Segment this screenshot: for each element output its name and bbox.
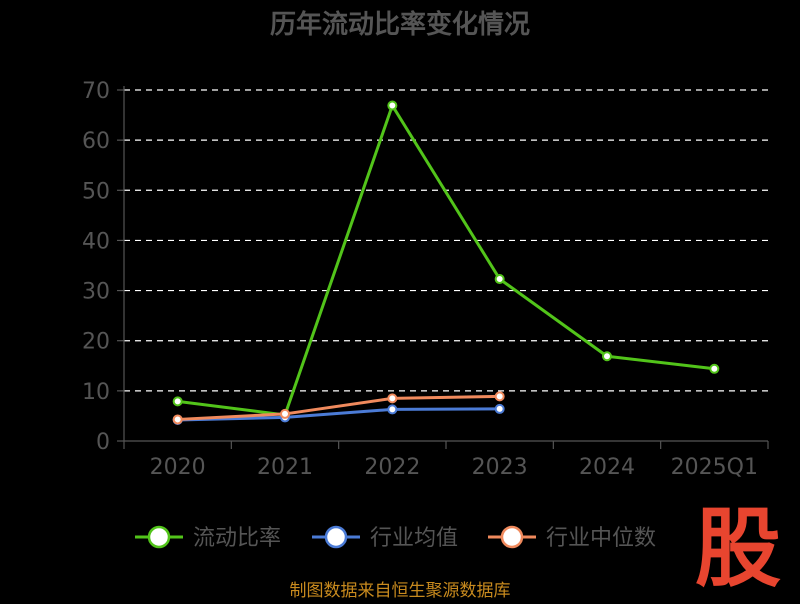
y-tick-label: 20 (82, 330, 110, 355)
y-tick-label: 40 (82, 229, 110, 254)
x-tick-label: 2025Q1 (671, 455, 758, 480)
legend-marker (500, 525, 524, 549)
y-tick-label: 50 (82, 179, 110, 204)
source-text: 制图数据来自恒生聚源数据库 (290, 581, 511, 600)
y-tick-label: 10 (82, 380, 110, 405)
series-流动比率 (172, 100, 720, 420)
x-tick-label: 2024 (579, 455, 635, 480)
data-point[interactable] (494, 391, 505, 402)
legend-item[interactable]: 行业中位数 (488, 525, 656, 551)
legend-label: 行业中位数 (546, 526, 656, 551)
chart-title: 历年流动比率变化情况 (270, 9, 530, 40)
data-point[interactable] (172, 396, 183, 407)
data-point[interactable] (709, 363, 720, 374)
legend: 流动比率 行业均值 行业中位数 (135, 525, 656, 551)
series-line (176, 104, 716, 417)
legend-label: 流动比率 (193, 526, 281, 551)
legend-item[interactable]: 行业均值 (312, 525, 458, 551)
series-line (176, 394, 502, 421)
x-tick-label: 2021 (257, 455, 313, 480)
x-tick-label: 2023 (472, 455, 528, 480)
data-point[interactable] (387, 393, 398, 404)
x-tick-label: 2022 (364, 455, 420, 480)
data-point[interactable] (280, 408, 290, 419)
series-line (176, 407, 502, 422)
x-tick-label: 2020 (150, 455, 206, 480)
y-tick-label: 30 (82, 280, 110, 305)
data-point[interactable] (602, 351, 612, 362)
y-tick-label: 0 (96, 430, 110, 455)
legend-marker (147, 525, 171, 549)
legend-label: 行业均值 (370, 526, 458, 551)
data-point[interactable] (172, 414, 183, 425)
logo-glyph: 股 (695, 499, 781, 599)
legend-marker (324, 525, 348, 549)
grid-lines (124, 89, 768, 392)
y-tick-label: 60 (82, 129, 110, 154)
series-行业中位数 (172, 391, 505, 425)
legend-item[interactable]: 流动比率 (135, 525, 281, 551)
data-point[interactable] (494, 403, 505, 414)
data-point[interactable] (387, 100, 398, 111)
series-lines (172, 100, 720, 425)
data-point[interactable] (494, 274, 505, 285)
y-tick-label: 70 (82, 79, 110, 104)
axes: 0 10 20 30 40 50 60 70 2020 2021 2022 2023 2024 2025Q… (82, 79, 769, 480)
data-point[interactable] (387, 404, 398, 415)
